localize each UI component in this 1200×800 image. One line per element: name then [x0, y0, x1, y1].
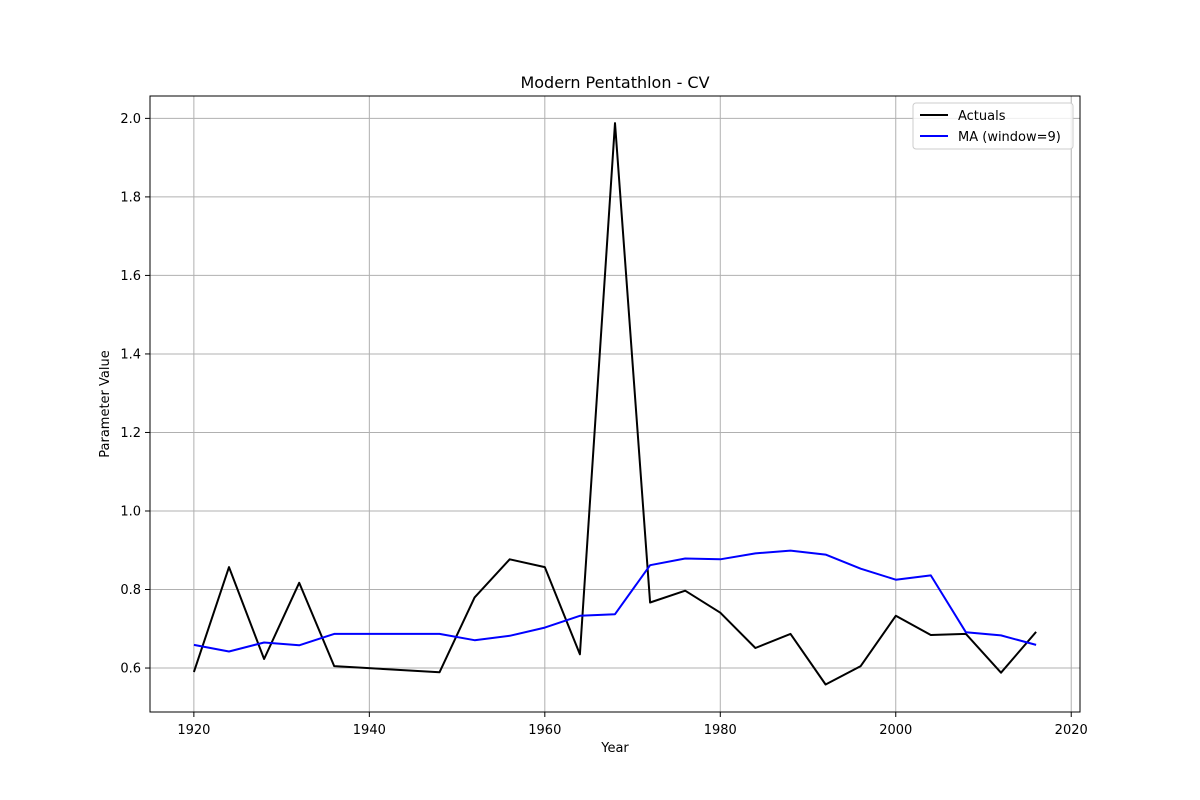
- x-axis-label: Year: [600, 741, 629, 756]
- y-axis-label: Parameter Value: [98, 350, 113, 457]
- series-line-moving-average: [193, 549, 1037, 653]
- x-tick-label: 1920: [177, 723, 210, 738]
- y-axis-ticks: 0.6 0.8 1.0 1.2 1.4 1.6 1.8 2.0: [120, 112, 150, 677]
- y-tick-label: 0.6: [120, 662, 141, 677]
- grid-lines: [150, 96, 1080, 712]
- y-tick-label: 1.8: [120, 190, 141, 205]
- legend: Actuals MA (window=9): [912, 102, 1074, 150]
- x-tick-label: 1940: [353, 723, 386, 738]
- x-tick-label: 1960: [528, 723, 561, 738]
- x-tick-label: 2000: [879, 723, 912, 738]
- plot-series: [192, 122, 1037, 686]
- legend-box: [912, 102, 1074, 150]
- x-axis-ticks: 1920 1940 1960 1980 2000 2020: [177, 712, 1088, 738]
- legend-label-ma: MA (window=9): [958, 130, 1061, 145]
- plot-area-frame: [149, 95, 1081, 713]
- y-tick-label: 2.0: [120, 112, 141, 127]
- chart-title: Modern Pentathlon - CV: [520, 73, 709, 92]
- y-tick-label: 1.6: [120, 269, 141, 284]
- legend-label-actuals: Actuals: [958, 109, 1006, 124]
- y-tick-label: 1.0: [120, 504, 141, 519]
- x-tick-label: 1980: [704, 723, 737, 738]
- x-tick-label: 2020: [1055, 723, 1088, 738]
- y-tick-label: 1.4: [120, 347, 141, 362]
- y-tick-label: 0.8: [120, 583, 141, 598]
- y-tick-label: 1.2: [120, 426, 141, 441]
